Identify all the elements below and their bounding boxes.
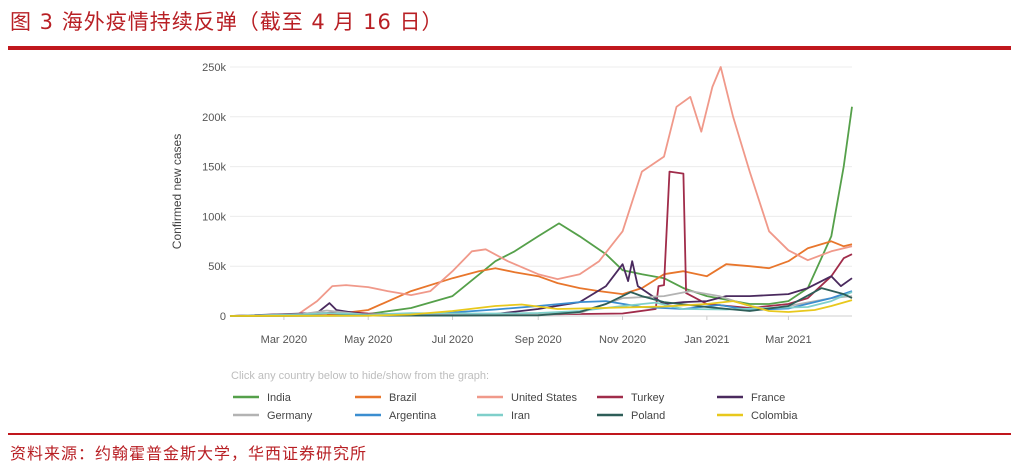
figure-title: 图 3 海外疫情持续反弹（截至 4 月 16 日） [10, 10, 444, 34]
legend-item-colombia[interactable]: Colombia [751, 410, 798, 422]
legend-item-turkey[interactable]: Turkey [631, 392, 665, 404]
legend-item-india[interactable]: India [267, 392, 292, 404]
legend-item-united-states[interactable]: United States [511, 392, 578, 404]
x-tick-label: Nov 2020 [599, 334, 646, 346]
series-line-brazil [229, 240, 853, 317]
source-note: 资料来源：约翰霍普金斯大学，华西证券研究所 [10, 444, 368, 463]
top-rule [8, 46, 1011, 50]
y-tick-label: 250k [202, 62, 226, 74]
legend-item-france[interactable]: France [751, 392, 785, 404]
y-tick-label: 0 [220, 311, 226, 323]
y-axis-label: Confirmed new cases [170, 134, 184, 249]
legend-item-germany[interactable]: Germany [267, 410, 313, 422]
series-line-united-states [229, 66, 853, 317]
legend-item-poland[interactable]: Poland [631, 410, 665, 422]
x-tick-label: May 2020 [344, 334, 392, 346]
series-line-india [229, 106, 853, 317]
y-tick-label: 150k [202, 162, 226, 174]
bottom-rule [8, 433, 1011, 435]
series-line-colombia [229, 299, 853, 317]
x-tick-label: Jan 2021 [684, 334, 729, 346]
legend-item-argentina[interactable]: Argentina [389, 410, 437, 422]
series-line-poland [229, 287, 853, 317]
legend-item-iran[interactable]: Iran [511, 410, 530, 422]
y-tick-label: 50k [208, 261, 226, 273]
legend-hint: Click any country below to hide/show fro… [231, 370, 489, 382]
x-tick-label: Mar 2021 [765, 334, 811, 346]
y-tick-label: 200k [202, 112, 226, 124]
x-tick-label: Sep 2020 [515, 334, 562, 346]
y-tick-label: 100k [202, 211, 226, 223]
x-tick-label: Jul 2020 [432, 334, 474, 346]
x-tick-label: Mar 2020 [261, 334, 307, 346]
legend-item-brazil[interactable]: Brazil [389, 392, 417, 404]
